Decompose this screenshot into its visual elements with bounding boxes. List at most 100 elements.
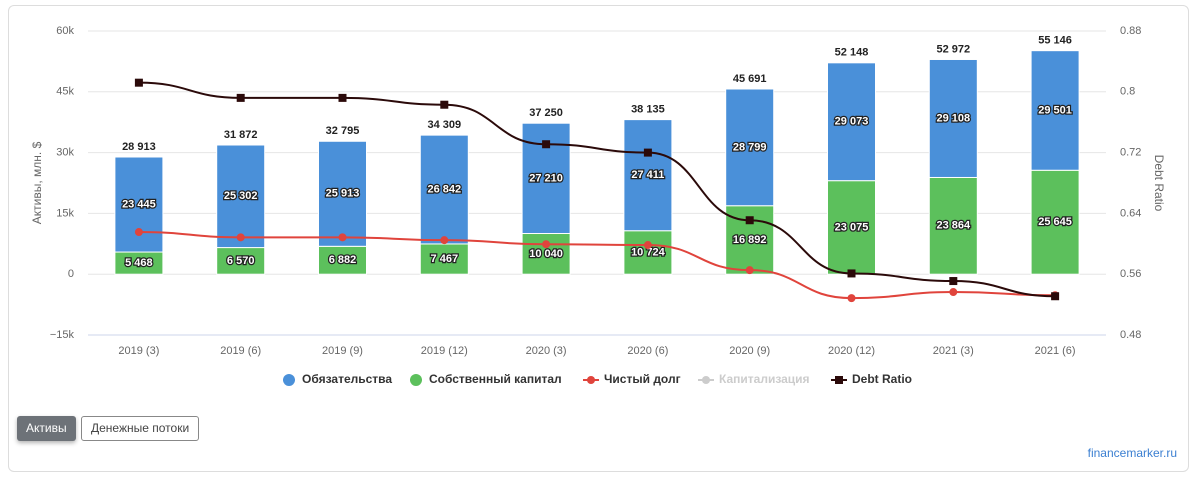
y-tick-label: 15k (56, 207, 74, 219)
total-label: 45 691 (733, 73, 767, 85)
bar-segment (114, 156, 164, 253)
legend-marker (283, 374, 295, 386)
point (745, 266, 754, 275)
watermark[interactable]: financemarker.ru (1087, 446, 1177, 460)
point (949, 288, 958, 297)
point (134, 228, 143, 237)
bar-label: 26 842 (427, 183, 461, 195)
total-label: 55 146 (1038, 35, 1072, 47)
point (643, 241, 652, 250)
bar-segment (623, 230, 673, 275)
x-tick-label: 2020 (6) (627, 345, 668, 357)
bar-segment (419, 134, 469, 245)
point (1051, 292, 1060, 301)
y-tick-label: 0 (68, 268, 74, 280)
bar-label: 10 040 (529, 248, 563, 260)
legend-marker (702, 376, 710, 384)
y2-tick-label: 0.88 (1120, 25, 1141, 37)
bar-label: 16 892 (733, 234, 767, 246)
x-tick-label: 2019 (9) (322, 345, 363, 357)
total-label: 28 913 (122, 141, 156, 153)
line-series (138, 231, 1056, 300)
total-label: 31 872 (224, 129, 258, 141)
bar-label: 5 468 (125, 257, 153, 269)
point (338, 233, 347, 242)
bar-label: 27 411 (631, 169, 664, 181)
bar-label: 23 864 (936, 220, 971, 232)
tab-button[interactable]: Денежные потоки (81, 416, 200, 441)
point (847, 269, 856, 278)
bar-segment (827, 62, 876, 182)
y2-tick-label: 0.56 (1120, 268, 1141, 280)
y2-axis-title: Debt Ratio (1152, 155, 1166, 212)
y-tick-label: 45k (56, 86, 74, 98)
y-tick-label: 60k (56, 25, 74, 37)
bar-label: 25 645 (1038, 216, 1072, 228)
x-tick-label: 2019 (12) (421, 345, 468, 357)
y2-tick-label: 0.64 (1120, 207, 1141, 219)
legend-label: Обязательства (302, 372, 392, 386)
bar-segment (216, 144, 266, 249)
bar-label: 25 302 (224, 190, 258, 202)
bar-segment (1030, 169, 1080, 275)
bar-label: 27 210 (529, 172, 563, 184)
bar-segment (216, 247, 266, 275)
bar-label: 28 799 (733, 141, 767, 153)
y-tick-label: 30k (56, 147, 74, 159)
legend-marker (587, 376, 595, 384)
point (236, 93, 245, 102)
bar-label: 23 445 (122, 198, 156, 210)
tab-button[interactable]: Активы (17, 416, 76, 441)
point (440, 100, 449, 109)
chart-frame (8, 5, 1189, 472)
point (236, 233, 245, 242)
legend-label: Капитализация (719, 372, 810, 386)
bar-segment (419, 243, 469, 275)
legend-label: Debt Ratio (852, 372, 912, 386)
bar-segment (318, 140, 367, 247)
total-label: 32 795 (326, 125, 360, 137)
x-tick-label: 2020 (9) (729, 345, 770, 357)
point (542, 140, 551, 149)
legend-label: Собственный капитал (429, 372, 562, 386)
x-tick-label: 2020 (12) (828, 345, 875, 357)
y-axis-title: Активы, млн. $ (30, 141, 44, 224)
x-tick-label: 2021 (3) (933, 345, 974, 357)
bar-segment (928, 58, 978, 178)
point (745, 216, 754, 225)
total-label: 38 135 (631, 104, 665, 116)
total-label: 34 309 (427, 119, 461, 131)
total-label: 52 148 (835, 47, 869, 59)
point (643, 148, 652, 157)
bar-segment (1030, 50, 1080, 171)
y2-tick-label: 0.72 (1120, 147, 1141, 159)
total-label: 52 972 (936, 43, 970, 55)
point (847, 294, 856, 303)
y-tick-label: −15k (50, 329, 75, 341)
bar-segment (725, 88, 775, 207)
legend-marker (835, 376, 843, 384)
bar-segment (928, 176, 978, 275)
x-tick-label: 2020 (3) (526, 345, 567, 357)
point (542, 240, 551, 249)
y2-tick-label: 0.8 (1120, 86, 1135, 98)
legend-marker (410, 374, 422, 386)
legend-label: Чистый долг (604, 372, 681, 386)
total-label: 37 250 (529, 107, 563, 119)
point (440, 236, 449, 245)
bar-label: 6 882 (329, 254, 357, 266)
y2-tick-label: 0.48 (1120, 329, 1141, 341)
bar-label: 29 501 (1038, 104, 1072, 116)
bar-label: 25 913 (326, 188, 360, 200)
bar-label: 10 724 (631, 246, 666, 258)
point (338, 93, 347, 102)
bar-label: 29 108 (936, 112, 970, 124)
point (949, 277, 958, 286)
point (134, 78, 143, 87)
bar-segment (623, 119, 673, 232)
x-tick-label: 2019 (6) (220, 345, 261, 357)
bar-label: 29 073 (835, 116, 869, 128)
x-tick-label: 2021 (6) (1035, 345, 1076, 357)
